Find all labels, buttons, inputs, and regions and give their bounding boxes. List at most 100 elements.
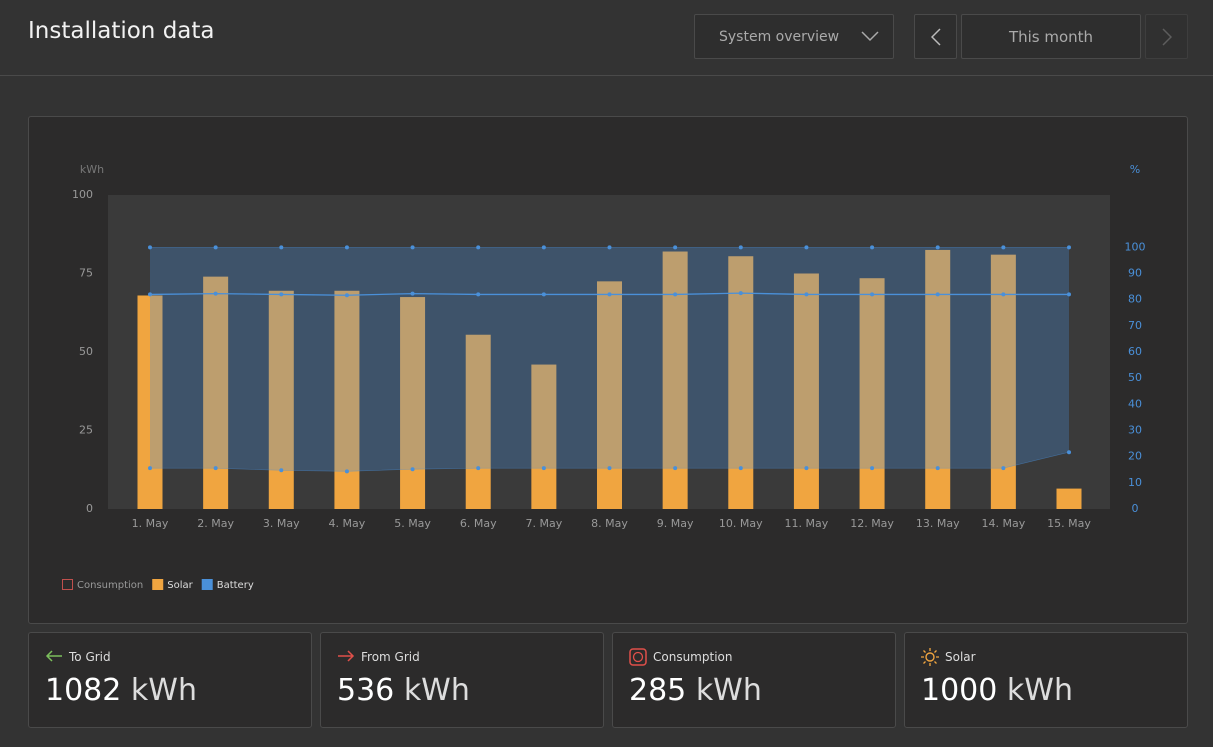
unit: kWh — [695, 673, 762, 708]
battery-point — [344, 293, 349, 298]
view-select-text: System overview — [719, 28, 840, 45]
bar — [1056, 488, 1082, 509]
card-value: 1000 kWh — [921, 673, 1073, 708]
next-button[interactable] — [1145, 14, 1188, 59]
legend-label[interactable]: Battery — [217, 580, 254, 591]
battery-point — [541, 245, 546, 250]
header: Installation data System overview This m… — [0, 0, 1213, 76]
battery-point — [738, 245, 743, 250]
battery-point — [344, 469, 349, 474]
x-tick-label: 7. May — [525, 517, 562, 530]
card-value: 536 kWh — [337, 673, 470, 708]
y2-tick-label: 50 — [1128, 371, 1142, 384]
y2-tick-label: 30 — [1128, 424, 1142, 437]
battery-point — [476, 245, 481, 250]
x-tick-label: 9. May — [657, 517, 694, 530]
legend-label[interactable]: Consumption — [77, 580, 143, 591]
card-label: Solar — [945, 650, 976, 664]
chevron-right — [1161, 27, 1172, 46]
legend-swatch — [152, 579, 164, 590]
x-tick-label: 6. May — [460, 517, 497, 530]
y-tick-label: 0 — [86, 502, 93, 515]
card-label: Consumption — [653, 650, 733, 664]
battery-point — [410, 245, 415, 250]
sun-icon — [921, 648, 939, 666]
legend-swatch — [201, 579, 213, 590]
card: Consumption 285 kWh — [612, 632, 896, 728]
x-tick-label: 4. May — [329, 517, 366, 530]
value: 285 — [629, 673, 687, 708]
value: 536 — [337, 673, 395, 708]
battery-point — [279, 292, 284, 297]
battery-point — [213, 291, 218, 296]
chart: kWh % 0 25 50 75 100 0 10 20 30 40 50 60 70 80 90 100 1. M… — [62, 163, 1146, 591]
unit: kWh — [130, 673, 197, 708]
view-select[interactable]: System overview — [694, 14, 894, 59]
y-tick-label: 50 — [79, 345, 93, 358]
y2-tick-label: 80 — [1128, 293, 1142, 306]
value: 1000 — [921, 673, 998, 708]
x-tick-label: 12. May — [850, 517, 894, 530]
y2-tick-label: 100 — [1125, 240, 1146, 253]
value: 1082 — [45, 673, 122, 708]
prev-button[interactable] — [914, 14, 957, 59]
battery-point — [870, 245, 875, 250]
battery-point — [148, 292, 152, 297]
x-tick-label: 2. May — [197, 517, 234, 530]
bar — [859, 278, 885, 509]
battery-point — [148, 466, 152, 471]
battery-point — [213, 466, 218, 471]
battery-point — [1001, 292, 1006, 297]
battery-point — [1067, 450, 1071, 455]
page-title: Installation data — [28, 18, 215, 44]
battery-point — [344, 245, 349, 250]
battery-point — [935, 466, 940, 471]
x-tick-label: 14. May — [981, 517, 1025, 530]
unit: kWh — [403, 673, 470, 708]
battery-point — [213, 245, 218, 250]
y-tick-label: 25 — [79, 424, 93, 437]
y2-tick-label: 40 — [1128, 397, 1142, 410]
card-label: From Grid — [361, 650, 420, 664]
card-value: 1082 kWh — [45, 673, 197, 708]
y-tick-label: 100 — [72, 188, 93, 201]
legend-label[interactable]: Solar — [167, 580, 193, 591]
card: Solar 1000 kWh — [904, 632, 1188, 728]
x-tick-label: 3. May — [263, 517, 300, 530]
battery-point — [804, 245, 809, 250]
plug-icon — [629, 648, 647, 666]
battery-point — [1001, 245, 1006, 250]
x-tick-label: 5. May — [394, 517, 431, 530]
chevron-down — [861, 31, 879, 42]
battery-point — [804, 292, 809, 297]
battery-point — [870, 292, 875, 297]
y2-tick-label: 60 — [1128, 345, 1142, 358]
battery-point — [673, 245, 678, 250]
battery-point — [607, 466, 612, 471]
unit: kWh — [1006, 673, 1073, 708]
battery-point — [279, 245, 284, 250]
y2-tick-label: 0 — [1132, 502, 1139, 515]
period-button[interactable]: This month — [961, 14, 1141, 59]
y2-tick-label: 20 — [1128, 450, 1142, 463]
y2-tick-label: 70 — [1128, 319, 1142, 332]
battery-point — [738, 466, 743, 471]
legend-swatch — [62, 579, 73, 590]
y2-tick-label: 10 — [1128, 476, 1142, 489]
bar — [137, 295, 163, 509]
period-text: This month — [1008, 27, 1094, 46]
battery-point — [541, 292, 546, 297]
battery-point — [804, 466, 809, 471]
battery-point — [607, 292, 612, 297]
x-tick-label: 1. May — [132, 517, 169, 530]
battery-point — [410, 467, 415, 472]
x-tick-label: 10. May — [719, 517, 763, 530]
battery-point — [870, 466, 875, 471]
x-tick-label: 11. May — [785, 517, 829, 530]
card-value: 285 kWh — [629, 673, 762, 708]
card: To Grid 1082 kWh — [28, 632, 312, 728]
battery-point — [148, 245, 152, 250]
x-tick-label: 13. May — [916, 517, 960, 530]
bar — [203, 276, 229, 509]
